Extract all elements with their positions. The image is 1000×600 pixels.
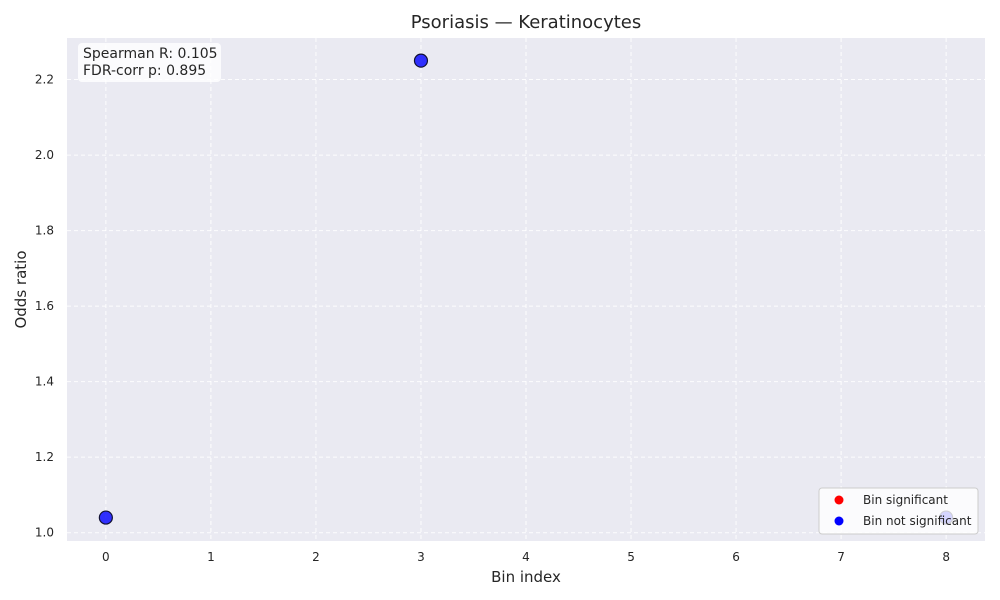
- data-point: [98, 510, 113, 525]
- x-tick-label: 7: [837, 550, 845, 564]
- legend-box: [818, 487, 979, 535]
- legend-label-not-significant: Bin not significant: [863, 514, 972, 528]
- y-tick-label: 2.0: [35, 148, 54, 162]
- y-axis-label: Odds ratio: [12, 250, 30, 328]
- x-tick-label: 1: [207, 550, 215, 564]
- legend: Bin significant Bin not significant: [818, 487, 979, 535]
- y-tick-label: 1.8: [35, 224, 54, 238]
- y-tick-label: 1.6: [35, 299, 54, 313]
- data-point: [413, 53, 429, 68]
- x-tick-label: 2: [312, 550, 320, 564]
- y-tick-label: 2.2: [35, 73, 54, 87]
- annotation-box: [78, 43, 221, 82]
- tick-labels: 0 1 2 3 4 5 6 7 8 1.0 1.2 1.4 1.6 1.8 2.0 2.2: [35, 73, 950, 564]
- x-tick-label: 4: [522, 550, 530, 564]
- y-tick-label: 1.2: [35, 450, 54, 464]
- spearman-text: Spearman R: 0.105: [83, 46, 218, 62]
- legend-label-significant: Bin significant: [863, 493, 948, 507]
- x-tick-label: 3: [417, 550, 425, 564]
- y-tick-label: 1.4: [35, 375, 54, 389]
- x-tick-label: 6: [732, 550, 740, 564]
- fdr-pvalue-text: FDR-corr p: 0.895: [83, 63, 206, 79]
- x-axis-label: Bin index: [491, 568, 561, 586]
- stats-annotation: Spearman R: 0.105 FDR-corr p: 0.895: [78, 43, 221, 82]
- x-tick-label: 8: [942, 550, 950, 564]
- chart-title: Psoriasis — Keratinocytes: [411, 12, 642, 33]
- grid: [67, 38, 985, 541]
- legend-marker-not-significant: [834, 516, 844, 526]
- y-tick-label: 1.0: [35, 526, 54, 540]
- legend-marker-significant: [834, 495, 844, 505]
- x-tick-label: 5: [627, 550, 635, 564]
- x-tick-label: 0: [102, 550, 110, 564]
